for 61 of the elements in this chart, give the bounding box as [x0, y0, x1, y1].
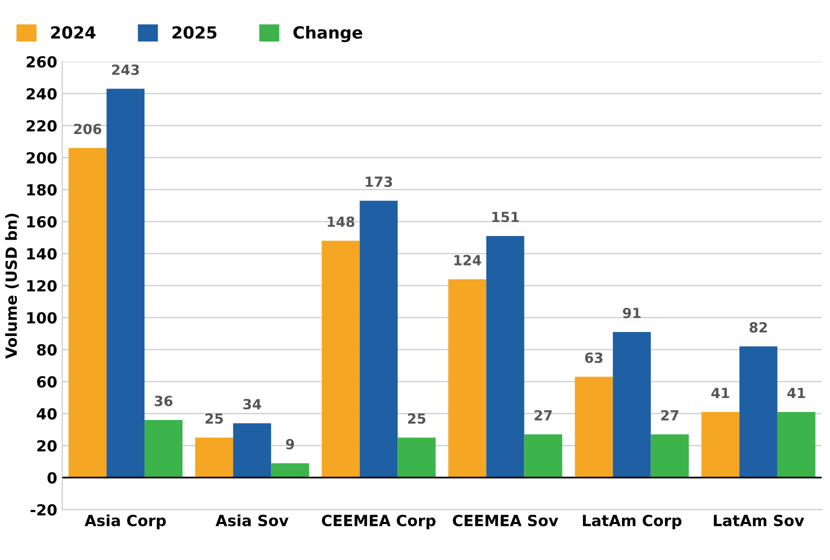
data-label: 36	[154, 396, 172, 406]
bar	[144, 420, 182, 478]
data-label: 27	[661, 410, 678, 420]
bar	[524, 434, 562, 478]
y-axis-title: Volume (USD bn)	[5, 214, 19, 359]
data-label: 34	[243, 398, 262, 410]
bar	[68, 148, 107, 478]
x-tick-label: LatAm Corp	[582, 514, 682, 530]
y-tick-label: 20	[37, 440, 57, 452]
y-tick-label: 140	[27, 248, 57, 260]
data-label: 41	[787, 388, 806, 398]
y-tick-label: -20	[30, 504, 57, 516]
bar	[650, 434, 689, 478]
bar	[739, 346, 778, 478]
legend-label: 2024	[51, 26, 96, 39]
x-tick-label: CEEMEA Sov	[452, 514, 558, 526]
data-label: 124	[454, 254, 482, 266]
y-tick-label: 240	[26, 88, 57, 100]
bar	[777, 412, 816, 478]
y-tick-label: 160	[27, 216, 57, 228]
bar	[486, 236, 524, 478]
bar	[612, 332, 651, 478]
data-label: 27	[534, 410, 552, 420]
x-tick-label: Asia Sov	[216, 514, 289, 526]
y-tick-label: 180	[27, 184, 57, 196]
data-label: 63	[585, 352, 602, 363]
data-label: 91	[622, 308, 641, 318]
data-label: 151	[492, 212, 519, 222]
bar	[701, 412, 740, 478]
x-tick-label: Asia Corp	[84, 514, 166, 530]
y-tick-label: 220	[26, 120, 57, 132]
x-tick-label: CEEMEA Corp	[322, 514, 436, 530]
y-tick-label: 40	[36, 408, 57, 420]
legend-label: 2025	[172, 26, 216, 39]
data-label: 173	[366, 176, 392, 187]
data-label: 148	[328, 216, 354, 227]
y-tick-label: 60	[37, 376, 57, 388]
y-tick-label: 120	[27, 280, 57, 292]
bar	[448, 279, 486, 478]
data-label: 82	[750, 322, 767, 333]
bar	[106, 88, 145, 478]
bar	[398, 438, 436, 478]
bar	[233, 423, 272, 478]
y-tick-label: 200	[26, 152, 57, 164]
bar	[322, 240, 360, 478]
bar	[360, 200, 398, 478]
y-tick-label: 260	[26, 56, 57, 68]
bar	[574, 376, 613, 478]
data-label: 41	[711, 388, 730, 398]
data-label: 9	[286, 438, 294, 450]
data-label: 25	[408, 413, 426, 424]
y-tick-label: 80	[37, 344, 57, 356]
data-label: 243	[112, 64, 139, 75]
y-tick-label: 0	[47, 472, 57, 484]
legend-label: Change	[293, 26, 362, 42]
data-label: 25	[206, 413, 223, 424]
bar	[195, 438, 234, 478]
bar	[271, 463, 310, 478]
y-tick-label: 100	[27, 312, 57, 324]
x-tick-label: LatAm Sov	[714, 514, 804, 526]
data-label: 206	[74, 124, 102, 134]
